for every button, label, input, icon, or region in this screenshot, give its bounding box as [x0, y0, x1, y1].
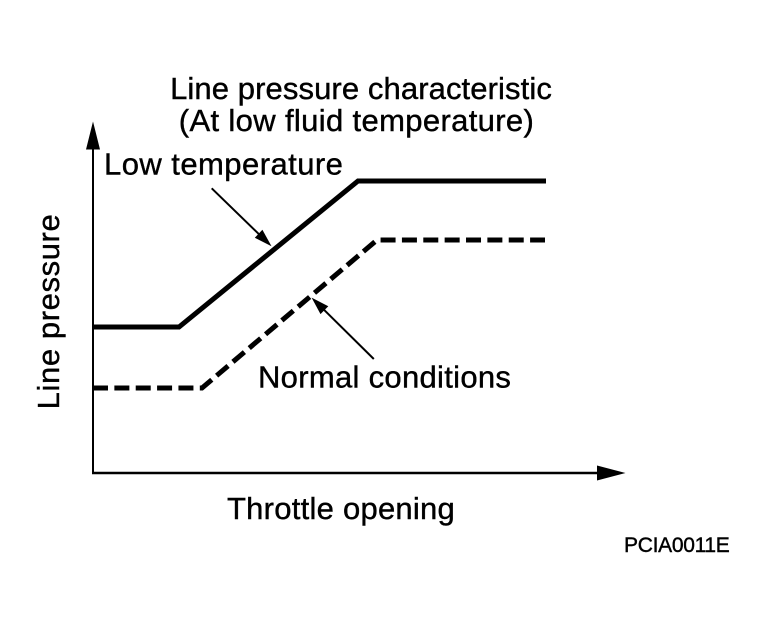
svg-text:Line pressure: Line pressure [31, 214, 66, 410]
svg-text:PCIA0011E: PCIA0011E [624, 534, 730, 557]
svg-text:Normal conditions: Normal conditions [258, 360, 511, 395]
svg-text:Low temperature: Low temperature [104, 147, 343, 182]
svg-text:Line pressure characteristic: Line pressure characteristic [170, 71, 552, 106]
svg-text:Throttle opening: Throttle opening [227, 491, 455, 526]
svg-text:(At low fluid temperature): (At low fluid temperature) [179, 103, 534, 138]
